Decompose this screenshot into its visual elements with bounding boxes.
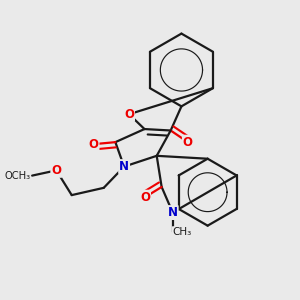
Text: OCH₃: OCH₃ — [4, 171, 31, 181]
Text: N: N — [168, 206, 178, 219]
Text: O: O — [124, 108, 134, 121]
Text: CH₃: CH₃ — [173, 227, 192, 237]
Text: O: O — [88, 138, 99, 151]
Text: N: N — [119, 160, 129, 173]
Text: O: O — [183, 136, 193, 148]
Text: O: O — [51, 164, 61, 177]
Text: O: O — [140, 190, 150, 204]
